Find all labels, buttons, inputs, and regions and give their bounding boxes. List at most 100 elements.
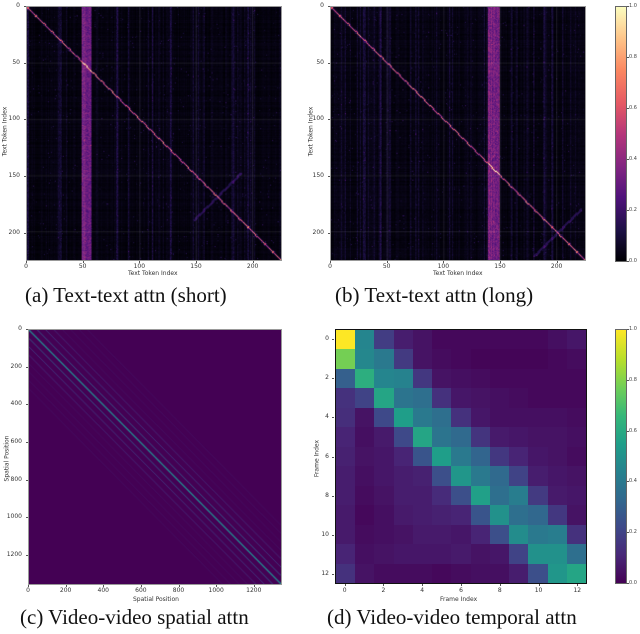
x-tick-label-b: 100 [437,263,450,270]
heatmap-cell [432,427,452,447]
colorbar-tick-top: 0.2 [629,207,637,213]
y-tick-label-b: 100 [312,115,324,123]
heatmap-cell [509,330,529,350]
x-tick-mark-d [344,584,346,586]
heatmap-cell [412,505,433,525]
y-tick-mark-d [332,495,334,497]
y-tick-mark-a [24,6,26,7]
heatmap-cell [393,544,413,564]
heatmap-cell [374,388,394,408]
y-tick-label-c: 200 [10,362,22,370]
heatmap-cell [566,330,586,350]
y-tick-mark-b [328,119,330,121]
heatmap-cell [336,349,356,369]
heatmap-cell [432,544,452,564]
caption-d: (d) Video-video temporal attn [327,605,577,629]
heatmap-cell [566,368,586,389]
heatmap-cell [451,446,471,467]
x-tick-mark-c [253,585,255,587]
heatmap-cell [374,466,394,486]
heatmap-cell [432,524,452,545]
y-tick-mark-d [332,378,334,380]
heatmap-cell [509,427,529,447]
heatmap-cell [489,407,510,428]
heatmap-cell [489,427,510,447]
heatmap-cell [547,544,567,564]
colorbar-tick-mark-top [627,159,629,160]
y-tick-mark-a [24,176,26,177]
heatmap-cell [393,388,413,408]
y-tick-mark-d [332,456,334,458]
heatmap-cell [528,524,548,545]
x-tick-mark-b [500,261,501,263]
colorbar-tick-mark-bottom [627,329,629,330]
y-tick-label-d: 4 [325,413,329,421]
heatmap-cell [432,485,452,506]
heatmap-cell [566,563,586,583]
x-tick-mark-d [499,584,501,586]
heatmap-cell [489,563,510,583]
heatmap-cell [336,505,356,525]
y-tick-mark-c [26,517,28,519]
heatmap-cell [566,446,586,467]
heatmap-cell [489,505,510,525]
colorbar-tick-mark-top [627,210,629,211]
heatmap-cell [355,446,375,467]
y-tick-label-a: 50 [12,58,20,66]
caption-b: (b) Text-text attn (long) [335,283,534,307]
heatmap-cell [336,427,356,447]
heatmap-cell [432,505,452,525]
heatmap-b-canvas [331,7,585,260]
colorbar-tick-top: 0.4 [629,156,637,162]
heatmap-cell [451,407,471,428]
heatmap-cell [393,349,413,369]
heatmap-cell [509,388,529,408]
y-tick-mark-c [26,366,28,368]
heatmap-cell [336,368,356,389]
colorbar-tick-mark-bottom [627,379,629,381]
heatmap-cell [528,388,548,408]
y-tick-label-b: 150 [312,172,324,179]
y-tick-mark-d [332,417,334,419]
heatmap-b [330,6,586,261]
heatmap-cell [451,349,471,369]
heatmap-cell [355,330,375,350]
colorbar-tick-bottom: 0.8 [629,376,637,383]
y-tick-mark-d [332,534,334,536]
heatmap-cell [355,407,375,428]
heatmap-cell [470,524,490,545]
heatmap-cell [355,563,375,583]
heatmap-cell [432,466,452,486]
heatmap-cell [355,427,375,447]
caption-c: (c) Video-video spatial attn [20,605,249,629]
heatmap-cell [547,446,567,467]
x-axis-label-d: Frame Index [440,596,478,603]
heatmap-d-cells [336,330,586,583]
heatmap-cell [374,446,394,467]
y-tick-mark-a [24,232,26,234]
x-tick-mark-c [140,585,142,587]
heatmap-cell [470,368,490,389]
heatmap-cell [509,505,529,525]
heatmap-cell [528,446,548,467]
y-tick-label-c: 600 [10,437,22,445]
x-tick-label-c: 800 [172,587,185,594]
heatmap-cell [432,368,452,389]
y-tick-mark-b [328,176,330,177]
heatmap-cell [412,485,433,506]
heatmap-cell [509,563,529,583]
x-tick-label-c: 200 [59,587,72,594]
colorbar-tick-mark-bottom [627,583,629,584]
x-tick-mark-d [461,584,462,586]
heatmap-cell [412,388,433,408]
x-tick-label-d: 10 [534,587,543,594]
heatmap-cell [355,466,375,486]
heatmap-cell [509,544,529,564]
heatmap-cell [374,505,394,525]
heatmap-cell [355,505,375,525]
heatmap-cell [528,427,548,447]
heatmap-cell [374,427,394,447]
heatmap-cell [528,563,548,583]
y-tick-mark-c [26,329,28,330]
heatmap-cell [509,349,529,369]
